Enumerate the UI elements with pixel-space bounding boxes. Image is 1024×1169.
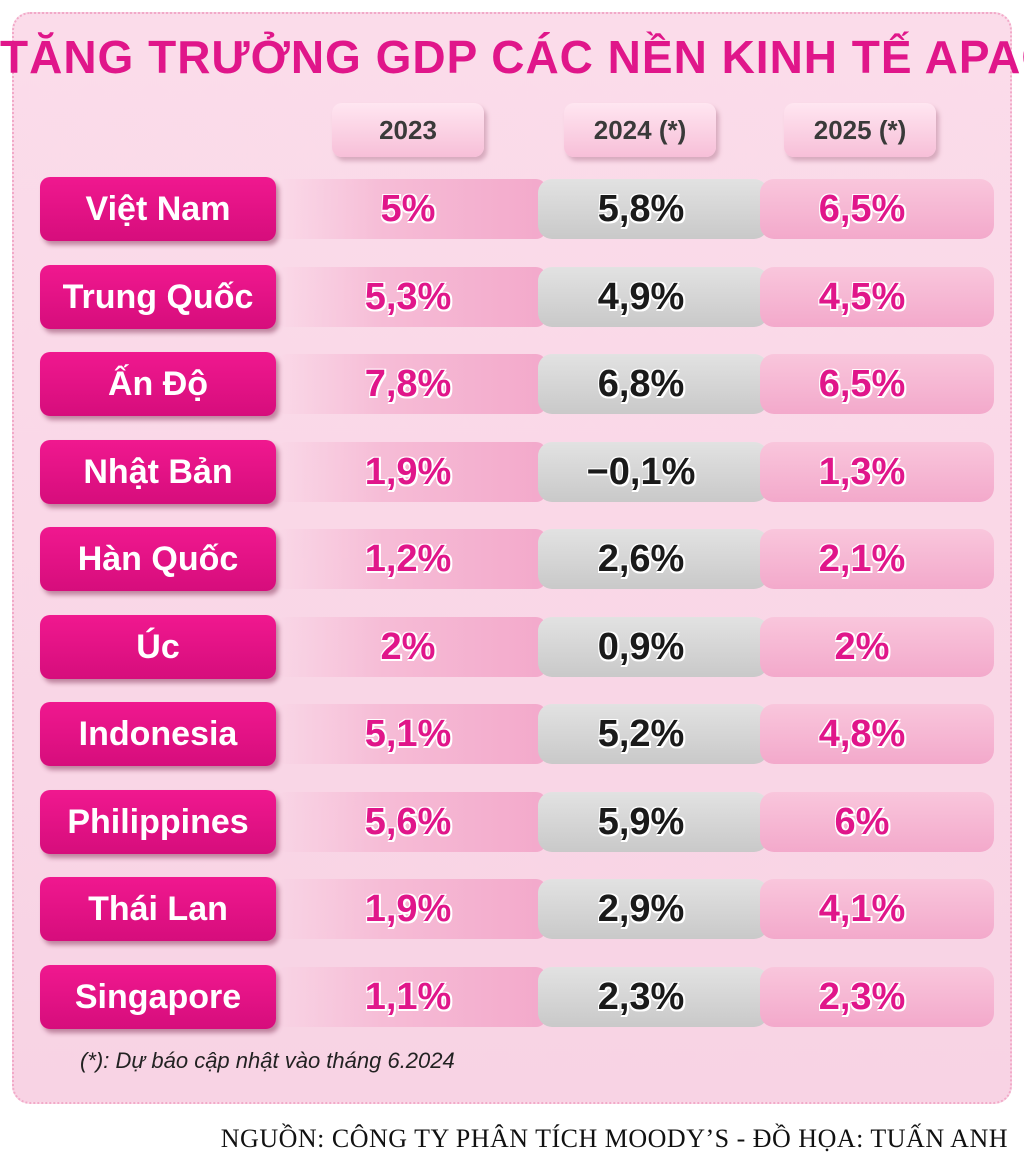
country-label: Úc <box>40 615 276 679</box>
value-2023: 7,8% <box>364 362 452 405</box>
value-2025: 6,5% <box>818 362 906 405</box>
value-2024: 5,8% <box>597 187 685 230</box>
value-2025: 4,8% <box>818 712 906 755</box>
value-2025: 1,3% <box>818 450 906 493</box>
value-2025: 4,5% <box>818 275 906 318</box>
country-label: Việt Nam <box>40 177 276 241</box>
value-2024: −0,1% <box>586 450 696 493</box>
column-header-2025: 2025 (*) <box>784 103 936 157</box>
value-2025: 2,3% <box>818 975 906 1018</box>
value-2025: 4,1% <box>818 887 906 930</box>
value-2023: 5,3% <box>364 275 452 318</box>
value-2023: 1,9% <box>364 887 452 930</box>
value-2024: 6,8% <box>597 362 685 405</box>
value-2023: 5,6% <box>364 800 452 843</box>
country-label: Nhật Bản <box>40 440 276 504</box>
value-2024: 2,9% <box>597 887 685 930</box>
value-2024: 5,2% <box>597 712 685 755</box>
value-2024: 0,9% <box>597 625 685 668</box>
value-2025: 2% <box>834 625 890 668</box>
value-2024: 4,9% <box>597 275 685 318</box>
value-2023: 2% <box>380 625 436 668</box>
value-2024: 5,9% <box>597 800 685 843</box>
value-2023: 5% <box>380 187 436 230</box>
value-2025: 2,1% <box>818 537 906 580</box>
country-label: Hàn Quốc <box>40 527 276 591</box>
value-2023: 1,9% <box>364 450 452 493</box>
country-label: Singapore <box>40 965 276 1029</box>
value-2024: 2,6% <box>597 537 685 580</box>
country-label: Thái Lan <box>40 877 276 941</box>
value-2024: 2,3% <box>597 975 685 1018</box>
value-2023: 1,2% <box>364 537 452 580</box>
country-label: Indonesia <box>40 702 276 766</box>
column-header-2024: 2024 (*) <box>564 103 716 157</box>
source-credit: NGUỒN: CÔNG TY PHÂN TÍCH MOODY’S - ĐỒ HỌ… <box>220 1124 1008 1153</box>
country-label: Ấn Độ <box>40 352 276 416</box>
footnote: (*): Dự báo cập nhật vào tháng 6.2024 <box>80 1048 455 1073</box>
column-header-2023: 2023 <box>332 103 484 157</box>
country-label: Trung Quốc <box>40 265 276 329</box>
country-label: Philippines <box>40 790 276 854</box>
value-2023: 1,1% <box>364 975 452 1018</box>
value-2025: 6,5% <box>818 187 906 230</box>
value-2023: 5,1% <box>364 712 452 755</box>
value-2025: 6% <box>834 800 890 843</box>
chart-title: TĂNG TRƯỞNG GDP CÁC NỀN KINH TẾ APAC <box>0 31 1024 83</box>
